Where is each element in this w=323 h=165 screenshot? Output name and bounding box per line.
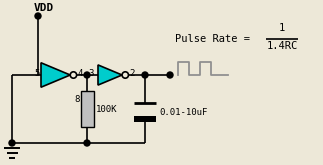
Text: Pulse Rate =: Pulse Rate =: [175, 34, 256, 44]
Text: 100K: 100K: [96, 104, 117, 114]
Circle shape: [35, 13, 41, 19]
Text: 5: 5: [35, 69, 40, 79]
Circle shape: [122, 72, 129, 78]
Circle shape: [9, 140, 15, 146]
Circle shape: [70, 72, 77, 78]
Text: 4: 4: [78, 68, 83, 78]
Text: 1: 1: [279, 23, 285, 33]
Circle shape: [167, 72, 173, 78]
Text: VDD: VDD: [34, 3, 54, 13]
Text: 2: 2: [130, 68, 135, 78]
Polygon shape: [41, 63, 70, 87]
Bar: [80, 91, 93, 127]
Circle shape: [142, 72, 148, 78]
Text: 8: 8: [74, 95, 79, 104]
Polygon shape: [98, 65, 122, 85]
Bar: [134, 116, 156, 122]
Text: 1.4RC: 1.4RC: [266, 41, 297, 51]
Circle shape: [84, 140, 90, 146]
Text: 3: 3: [88, 68, 93, 78]
Circle shape: [84, 72, 90, 78]
Text: 0.01-10uF: 0.01-10uF: [159, 108, 207, 117]
